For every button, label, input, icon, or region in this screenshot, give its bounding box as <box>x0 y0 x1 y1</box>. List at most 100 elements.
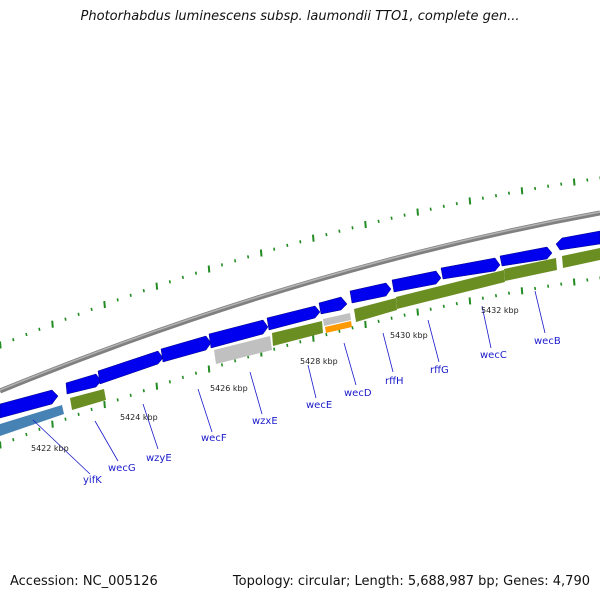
genome-backbone-shine <box>0 211 600 391</box>
gene-feature[interactable] <box>396 270 505 309</box>
tick-mark <box>155 382 159 390</box>
gene-label-wecc[interactable]: wecC <box>480 350 507 361</box>
tick-mark <box>116 398 119 402</box>
tick-mark <box>390 216 393 220</box>
gene-feature[interactable] <box>266 305 321 331</box>
forward-strand-genes <box>0 230 600 419</box>
accession-text: Accession: NC_005126 <box>10 574 158 589</box>
tick-mark <box>403 313 406 317</box>
tick-mark <box>103 301 106 309</box>
tick-mark <box>442 304 445 308</box>
tick-mark <box>390 316 393 320</box>
tick-mark <box>181 375 184 380</box>
tick-mark <box>116 298 119 302</box>
gene-label-wecd[interactable]: wecD <box>344 388 372 399</box>
tick-mark <box>468 297 472 305</box>
tick-mark <box>560 282 563 286</box>
tick-mark <box>168 280 171 284</box>
reverse-strand-features <box>0 248 600 436</box>
tick-mark <box>299 240 302 244</box>
tick-mark <box>455 301 458 306</box>
gene-label-wecg[interactable]: wecG <box>108 463 136 474</box>
tick-mark <box>586 278 589 282</box>
tick-mark <box>64 317 67 321</box>
tick-row-outer <box>0 176 600 349</box>
gene-feature[interactable] <box>160 335 212 363</box>
gene-label-wzye[interactable]: wzyE <box>146 453 172 464</box>
gene-feature[interactable] <box>65 373 102 395</box>
gene-feature[interactable] <box>208 319 269 349</box>
tick-mark <box>299 340 302 344</box>
gene-feature[interactable] <box>562 248 600 268</box>
gene-feature[interactable] <box>440 257 501 280</box>
gene-label-wece[interactable]: wecE <box>306 400 332 411</box>
gene-label-wecb[interactable]: wecB <box>534 336 561 347</box>
tick-mark <box>142 289 145 293</box>
tick-mark <box>364 220 367 229</box>
tick-mark <box>234 259 237 263</box>
kbp-label: 5430 kbp <box>390 331 428 340</box>
kbp-label: 5426 kbp <box>210 384 248 393</box>
gene-feature[interactable] <box>0 389 59 419</box>
tick-mark <box>25 332 28 337</box>
gene-feature[interactable] <box>214 336 272 364</box>
tick-mark <box>403 213 406 217</box>
tick-mark <box>351 326 354 330</box>
tick-mark <box>220 263 224 267</box>
tick-mark <box>520 187 524 195</box>
tick-mark <box>312 234 315 242</box>
gene-feature[interactable] <box>499 246 553 267</box>
tick-mark <box>129 393 132 397</box>
gene-feature[interactable] <box>323 313 351 326</box>
tick-mark <box>312 334 315 342</box>
tick-mark <box>416 308 419 316</box>
tick-mark <box>338 229 341 233</box>
label-leaders <box>32 290 546 475</box>
tick-mark <box>273 347 276 351</box>
gene-feature[interactable] <box>555 230 600 251</box>
tick-mark <box>77 312 80 316</box>
gene-feature[interactable] <box>504 258 557 281</box>
topology-text: Topology: circular; Length: 5,688,987 bp… <box>232 574 590 589</box>
tick-mark <box>77 412 80 416</box>
tick-mark <box>325 332 328 337</box>
tick-mark <box>51 320 54 328</box>
tick-mark <box>286 343 289 348</box>
gene-label-rffh[interactable]: rffH <box>385 376 404 387</box>
tick-mark <box>481 296 484 300</box>
gene-feature[interactable] <box>318 296 348 315</box>
gene-label-rffg[interactable]: rffG <box>430 365 449 376</box>
gene-feature[interactable] <box>391 270 442 293</box>
tick-mark <box>534 286 537 291</box>
tick-mark <box>547 284 550 288</box>
tick-mark <box>560 182 563 186</box>
tick-mark <box>507 191 511 195</box>
kbp-label: 5428 kbp <box>300 357 338 366</box>
tick-mark <box>520 287 524 295</box>
tick-mark <box>429 307 432 311</box>
gene-feature[interactable] <box>272 321 323 346</box>
tick-mark <box>129 293 132 297</box>
gene-feature[interactable] <box>97 350 164 385</box>
tick-mark <box>90 407 93 412</box>
gene-label-wecf[interactable]: wecF <box>201 433 227 444</box>
gene-feature[interactable] <box>349 282 392 304</box>
tick-mark <box>429 207 432 211</box>
gene-feature[interactable] <box>70 389 106 410</box>
tick-mark <box>586 178 589 182</box>
gene-feature[interactable] <box>354 298 397 322</box>
tick-mark <box>142 389 145 393</box>
tick-mark <box>25 432 28 437</box>
genome-backbone <box>0 210 600 394</box>
tick-mark <box>207 265 211 273</box>
tick-mark <box>273 247 276 251</box>
gene-feature[interactable] <box>325 321 352 333</box>
gene-label-yifk[interactable]: yifK <box>83 475 102 486</box>
gene-label-wzxe[interactable]: wzxE <box>252 416 278 427</box>
tick-mark <box>12 338 15 342</box>
gene-feature[interactable] <box>0 405 64 436</box>
tick-mark <box>194 271 198 275</box>
tick-mark <box>220 363 224 367</box>
tick-mark <box>0 441 2 449</box>
